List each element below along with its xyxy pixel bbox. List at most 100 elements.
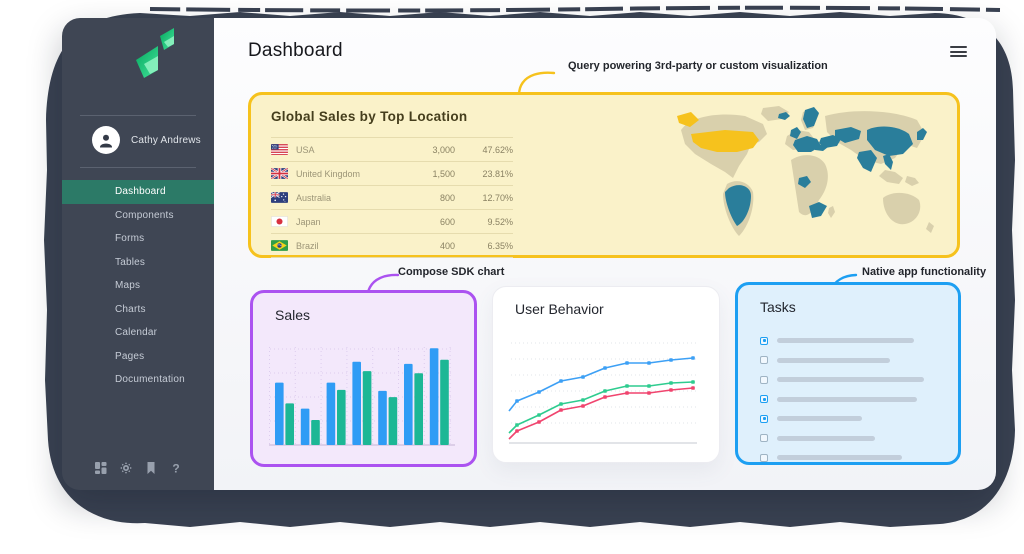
point-green: [515, 423, 519, 427]
flag-japan-icon: [271, 216, 288, 227]
task-checkbox-2[interactable]: [760, 356, 768, 365]
help-icon[interactable]: ?: [170, 462, 182, 474]
task-text-placeholder: [777, 435, 875, 441]
user-profile: Cathy Andrews: [92, 126, 201, 154]
point-red: [515, 429, 519, 433]
apps-icon[interactable]: [94, 462, 107, 474]
task-checkbox-5[interactable]: [760, 414, 768, 423]
task-row: [760, 429, 936, 449]
flag-usa-icon: [271, 144, 288, 155]
point-blue: [625, 361, 629, 365]
bar-blue-1: [275, 382, 284, 445]
point-green: [647, 384, 651, 388]
menu-icon[interactable]: [950, 46, 967, 60]
sidebar-footer: ?: [62, 462, 214, 474]
user-behavior-card-title: User Behavior: [515, 301, 604, 317]
task-checkbox-3[interactable]: [760, 375, 768, 384]
sidebar-divider: [80, 115, 196, 116]
task-text-placeholder: [777, 416, 862, 422]
sales-value: 1,500: [432, 168, 455, 179]
tasks-card: Tasks: [735, 282, 961, 465]
point-blue: [647, 361, 651, 365]
tasks-card-title: Tasks: [760, 299, 796, 315]
bar-green-3: [337, 389, 346, 445]
task-list: [760, 331, 936, 468]
location-row: Japan 600 9.52%: [271, 210, 513, 234]
point-green: [537, 413, 541, 417]
bar-blue-2: [300, 408, 310, 445]
point-green: [581, 398, 585, 402]
point-red: [647, 391, 651, 395]
sidebar-item-dashboard[interactable]: Dashboard: [62, 180, 214, 204]
task-checkbox-1[interactable]: [760, 336, 768, 345]
task-text-placeholder: [777, 377, 924, 383]
bar-blue-3: [326, 382, 336, 445]
sidebar-item-pages[interactable]: Pages: [115, 350, 145, 362]
location-row: USA 3,000 47.62%: [271, 138, 513, 162]
task-text-placeholder: [777, 455, 902, 461]
bar-green-6: [414, 373, 423, 445]
bar-green-7: [440, 359, 449, 445]
sales-value: 3,000: [432, 144, 455, 155]
sidebar-item-maps[interactable]: Maps: [115, 280, 141, 291]
world-map: [677, 106, 934, 236]
task-checkbox-4[interactable]: [760, 395, 768, 404]
sidebar-item-charts[interactable]: Charts: [115, 303, 146, 315]
app-logo-icon: [128, 26, 184, 90]
sales-value: 800: [439, 192, 455, 203]
sidebar-nav: Dashboard Components Forms Tables Maps Charts…: [62, 180, 214, 392]
line-green: [508, 381, 694, 434]
annotation-native: Native app functionality: [862, 266, 987, 278]
flag-brazil-icon: [271, 240, 288, 251]
locations-table: USA 3,000 47.62% United Kingdom 1,500 23.81% A…: [271, 137, 513, 258]
country-name: Brazil: [296, 240, 319, 251]
point-red: [581, 404, 585, 408]
sales-share: 47.62%: [482, 144, 513, 155]
sidebar-item-calendar[interactable]: Calendar: [115, 327, 158, 338]
task-checkbox-6[interactable]: [760, 434, 768, 443]
sales-share: 6.35%: [487, 240, 513, 251]
sidebar-item-components[interactable]: Components: [115, 209, 174, 221]
bar-green-5: [388, 397, 398, 445]
global-sales-panel: Global Sales by Top Location USA 3,000 47.…: [248, 92, 960, 258]
point-blue: [559, 379, 563, 383]
country-name: Japan: [296, 216, 321, 227]
bar-blue-5: [378, 390, 387, 445]
bar-green-4: [362, 371, 372, 445]
point-blue: [515, 399, 519, 403]
location-row: Brazil 400 6.35%: [271, 234, 513, 258]
sidebar-item-forms[interactable]: Forms: [115, 233, 145, 244]
point-green: [559, 402, 563, 406]
point-red: [691, 386, 695, 390]
bar-green-1: [285, 403, 294, 445]
sidebar: Cathy Andrews Dashboard Components Forms Ta…: [62, 18, 214, 490]
avatar-icon: [92, 126, 120, 154]
sidebar-item-tables[interactable]: Tables: [115, 256, 146, 268]
settings-icon[interactable]: [119, 462, 132, 474]
sales-value: 400: [439, 240, 455, 251]
task-text-placeholder: [777, 357, 890, 363]
sidebar-item-documentation[interactable]: Documentation: [115, 374, 185, 385]
bookmark-icon[interactable]: [145, 462, 157, 474]
task-checkbox-7[interactable]: [760, 453, 768, 462]
global-sales-title: Global Sales by Top Location: [271, 109, 468, 124]
point-blue: [603, 366, 607, 370]
sidebar-divider: [80, 167, 196, 168]
task-row: [760, 409, 936, 429]
point-blue: [691, 356, 695, 360]
annotation-compose: Compose SDK chart: [398, 266, 505, 278]
sales-value: 600: [439, 216, 455, 227]
point-blue: [581, 375, 585, 379]
task-row: [760, 390, 936, 410]
sales-share: 23.81%: [482, 168, 513, 179]
bar-blue-4: [352, 361, 361, 445]
page-title: Dashboard: [248, 40, 343, 61]
sales-card: Sales: [250, 290, 477, 467]
annotation-query: Query powering 3rd-party or custom visua…: [568, 60, 828, 72]
point-blue: [537, 390, 541, 394]
country-name: Australia: [296, 192, 332, 203]
sales-share: 12.70%: [482, 192, 513, 203]
bar-blue-7: [429, 348, 439, 445]
sales-bar-chart: [269, 347, 455, 446]
flag-australia-icon: [271, 192, 288, 203]
